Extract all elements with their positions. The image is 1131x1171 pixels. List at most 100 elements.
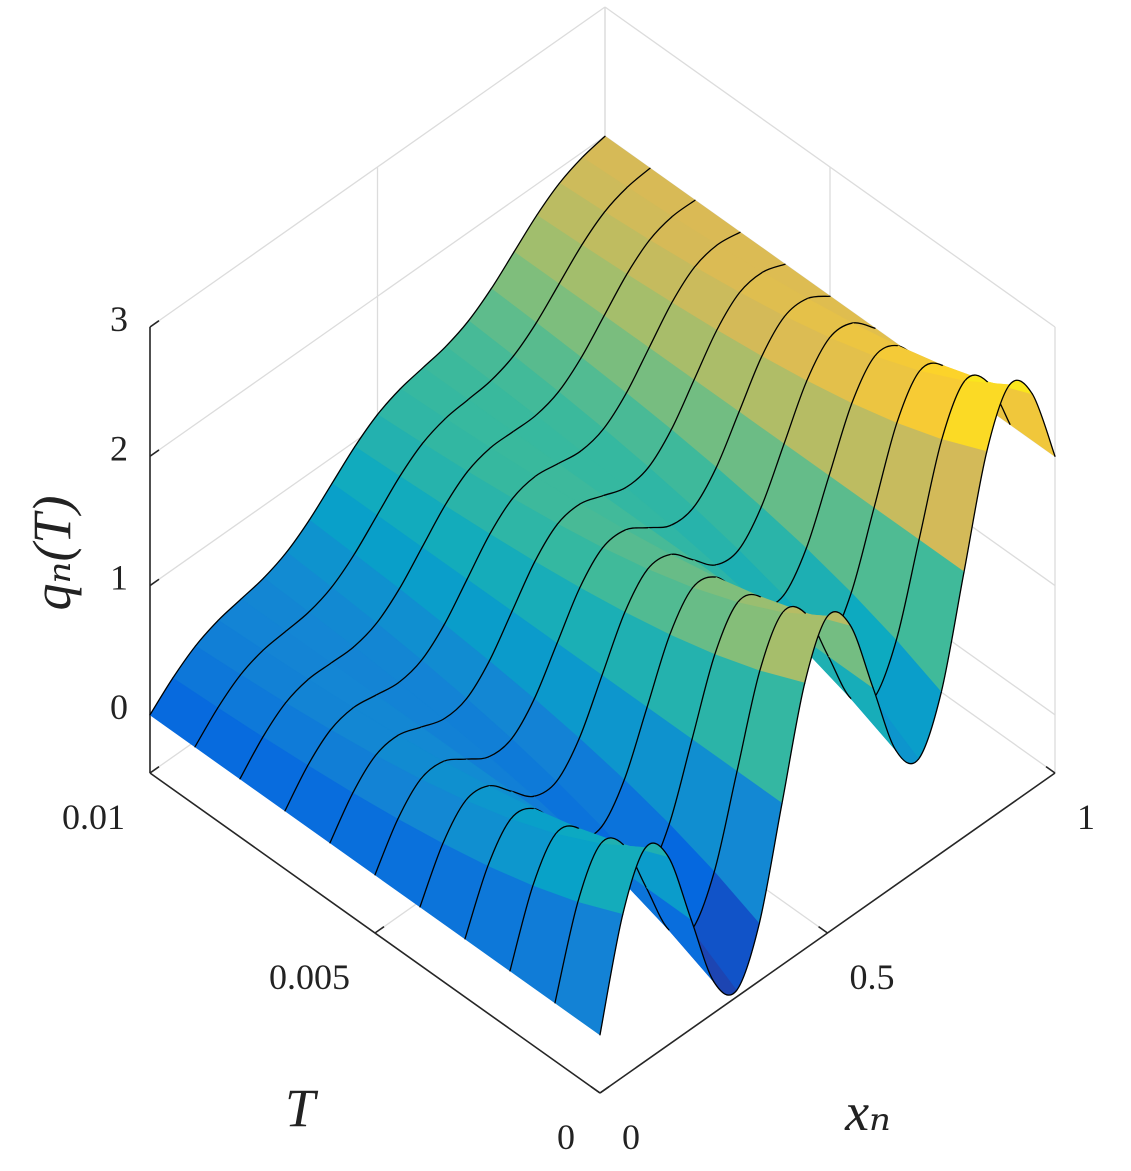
mesh-line [442, 758, 467, 763]
mesh-line [783, 297, 808, 318]
mesh-line [308, 482, 333, 521]
mesh-line [465, 660, 490, 700]
mesh-line [850, 507, 875, 594]
x-axis-label: xₙ [844, 1082, 891, 1142]
mesh-line [872, 687, 897, 751]
mesh-line [398, 546, 423, 590]
mesh-line [828, 402, 853, 477]
mesh-line [512, 414, 537, 433]
mesh-line [669, 587, 694, 636]
mesh-line [511, 475, 536, 500]
mesh-line [307, 662, 332, 681]
mesh-line [532, 833, 557, 887]
z-tick-label: 2 [110, 428, 128, 468]
mesh-line [693, 329, 718, 381]
mesh-line [374, 734, 399, 757]
z-tick-label: 0 [110, 687, 128, 727]
mesh-line [374, 818, 399, 876]
mesh-line [308, 586, 333, 613]
mesh-line [1031, 393, 1056, 457]
mesh-line [669, 553, 694, 561]
z-tick-label: 1 [110, 558, 128, 598]
x-tick-label: 0.5 [850, 957, 895, 997]
mesh-line [646, 553, 671, 570]
mesh-line [735, 923, 760, 992]
x-tick-label: 1 [1077, 797, 1095, 837]
mesh-line [421, 418, 446, 445]
mesh-line [466, 447, 491, 473]
mesh-line [671, 199, 696, 218]
mesh-line [307, 729, 332, 767]
mesh-line [465, 756, 490, 760]
mesh-line [488, 610, 513, 662]
mesh-line [715, 411, 740, 469]
mesh-line [647, 524, 672, 529]
mesh-line [714, 601, 739, 656]
mesh-line [667, 856, 692, 920]
y-tick-label: 0.005 [269, 957, 350, 997]
x-tick [590, 1085, 601, 1094]
mesh-line [419, 843, 444, 908]
mesh-line [420, 623, 445, 661]
mesh-line [331, 446, 356, 485]
mesh-line [690, 918, 715, 983]
mesh-line [851, 355, 876, 405]
mesh-line [873, 422, 898, 509]
mesh-line [581, 211, 606, 246]
mesh-line [670, 379, 695, 431]
mesh-line [375, 681, 400, 696]
mesh-line [578, 674, 603, 740]
mesh-line [556, 503, 581, 525]
mesh-line [759, 611, 784, 672]
mesh-line [554, 901, 579, 1004]
mesh-line [736, 670, 761, 773]
mesh-line [376, 388, 401, 416]
mesh-line [783, 380, 808, 445]
mesh-line [941, 380, 966, 441]
mesh-line [644, 842, 669, 858]
mesh-line [240, 577, 265, 600]
mesh-line [353, 622, 378, 648]
mesh-line [533, 780, 558, 797]
mesh-line [194, 619, 219, 647]
mesh-line [602, 392, 627, 430]
mesh-line [285, 519, 310, 553]
mesh-line [645, 886, 670, 931]
mesh-line [671, 266, 696, 304]
mesh-line [467, 288, 492, 322]
mesh-line [963, 451, 988, 573]
mesh-line [692, 466, 717, 509]
mesh-line [536, 182, 561, 216]
mesh-line [489, 431, 514, 449]
y-tick-label: 0 [557, 1117, 575, 1157]
mesh-line [352, 694, 377, 709]
z-tick [149, 449, 160, 457]
x-tick [818, 925, 828, 934]
mesh-line [489, 497, 514, 535]
mesh-line [285, 611, 310, 632]
mesh-line [623, 706, 648, 781]
mesh-line [895, 749, 920, 765]
mesh-line [851, 322, 876, 329]
mesh-line [535, 283, 560, 324]
mesh-line [626, 239, 651, 276]
mesh-line [691, 653, 716, 741]
mesh-line [1008, 379, 1033, 395]
mesh-line [329, 707, 354, 731]
mesh-line [918, 362, 943, 372]
mesh-line [716, 231, 741, 246]
x-tick-label: 0 [622, 1117, 640, 1157]
mesh-line [330, 646, 355, 664]
mesh-line [716, 292, 741, 331]
mesh-line [625, 466, 650, 489]
mesh-line [828, 322, 853, 339]
mesh-line [602, 486, 627, 497]
mesh-line [194, 707, 219, 748]
mesh-line [693, 244, 718, 268]
mesh-line [940, 571, 965, 693]
mesh-line [354, 413, 379, 448]
mesh-line [487, 784, 512, 792]
mesh-line [464, 865, 489, 940]
mesh-line [805, 475, 830, 550]
axes: 0 1 2 3 0 0.005 0.01 0 0.5 1 [62, 299, 1095, 1157]
